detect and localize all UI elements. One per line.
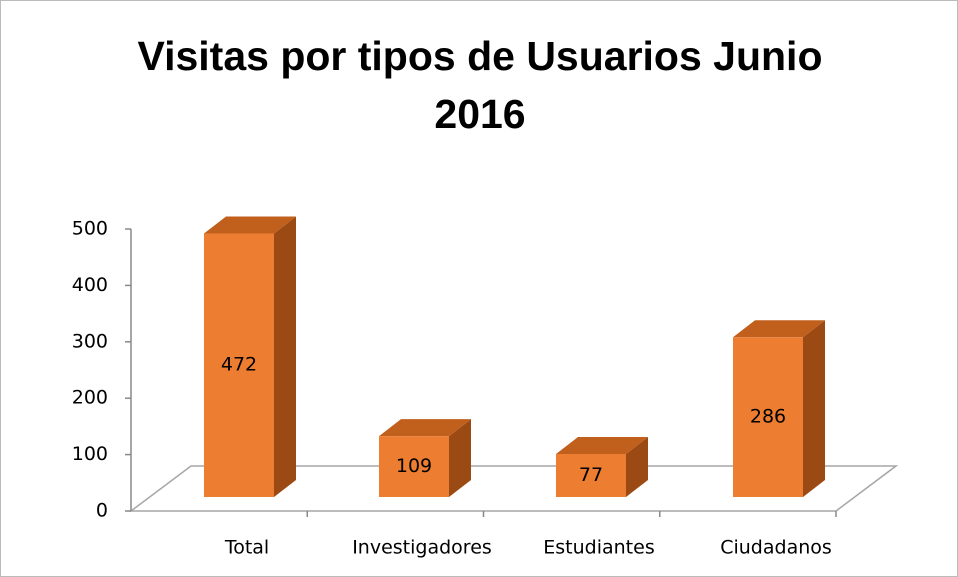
x-tick-label: Total	[224, 537, 269, 559]
y-tick-label: 0	[96, 500, 108, 522]
bar-front	[379, 436, 449, 497]
value-label: 286	[750, 406, 786, 428]
chart-title: Visitas por tipos de Usuarios Junio 2016	[137, 33, 823, 137]
bar	[733, 320, 825, 497]
bar-top	[556, 437, 648, 455]
bar-side	[274, 216, 296, 497]
x-tick-label: Estudiantes	[543, 537, 654, 559]
x-tick-label: Investigadores	[352, 537, 492, 559]
bar-top	[733, 320, 825, 338]
bar-side	[626, 437, 648, 497]
bar-front	[204, 233, 274, 497]
y-tick-label: 100	[72, 443, 108, 465]
bar	[204, 216, 296, 497]
bar-top	[204, 216, 296, 234]
bar	[556, 437, 648, 497]
value-label: 109	[396, 455, 432, 477]
bar-top	[379, 419, 471, 437]
bar-front	[556, 454, 626, 497]
value-label: 472	[221, 354, 257, 376]
bar-side	[449, 419, 471, 497]
x-tick-label: Ciudadanos	[720, 537, 832, 559]
floor	[128, 465, 899, 512]
bar-front	[733, 337, 803, 497]
bar-side	[803, 320, 825, 497]
bar	[379, 419, 471, 497]
value-label: 77	[579, 464, 603, 486]
y-tick-label: 200	[72, 387, 108, 409]
y-tick-label: 500	[72, 218, 108, 240]
y-tick-label: 300	[72, 330, 108, 352]
y-tick-label: 400	[72, 274, 108, 296]
